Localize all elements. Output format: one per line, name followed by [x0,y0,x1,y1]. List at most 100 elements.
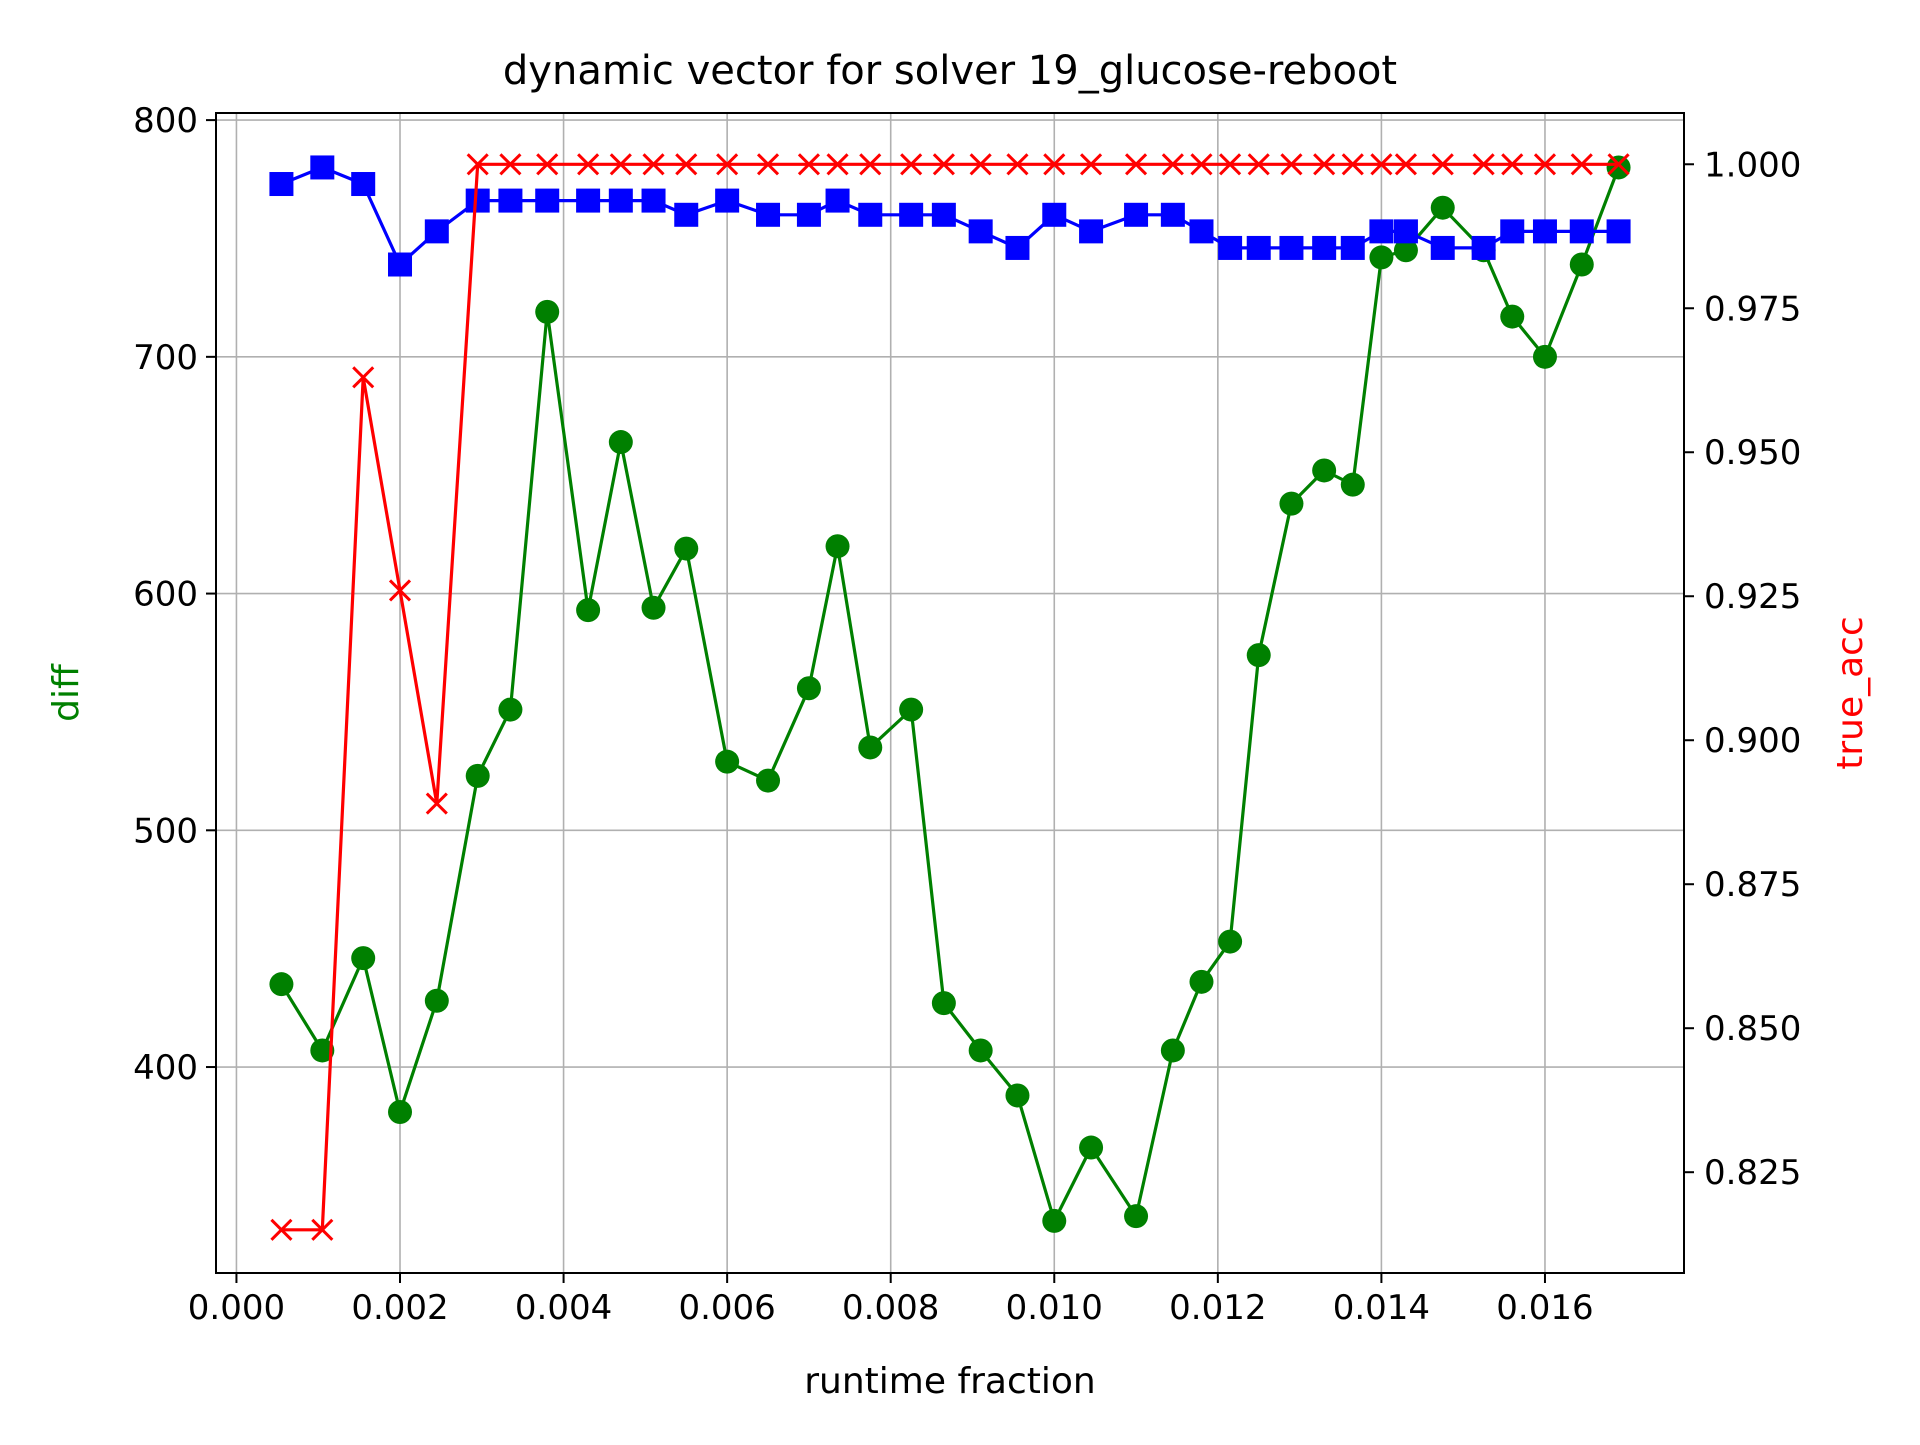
data-point [1533,153,1557,176]
data-point-stroke [1080,153,1103,176]
data-point [1079,1135,1104,1160]
data-point [498,188,523,213]
data-point-stroke [388,579,412,602]
plot-frame [215,112,1685,1274]
data-point [424,988,449,1013]
data-point-stroke [1161,153,1184,176]
data-point [899,202,924,227]
data-point [1606,219,1631,244]
data-point-stroke [466,153,489,176]
data-point [825,534,850,559]
data-point [311,1218,334,1241]
data-point [1190,153,1213,176]
y2-tick-label: 1.000 [1704,145,1801,185]
x-axis-label: runtime fraction [804,1361,1096,1402]
data-point [1247,153,1270,176]
data-point-stroke [859,153,882,176]
data-point-stroke [1190,153,1213,176]
data-point [756,202,781,227]
data-point-stroke [609,153,632,176]
data-point-stroke [499,153,522,176]
data-point [498,697,523,722]
data-point [1189,219,1214,244]
y2-tick-label: 0.900 [1704,721,1801,761]
data-point [1124,153,1148,176]
x-tick-label: 0.012 [1169,1288,1266,1328]
data-point [756,153,780,176]
data-point [466,153,489,176]
data-point [796,676,821,701]
data-point [351,172,376,197]
data-point [536,153,559,176]
data-point-stroke [969,153,992,176]
data-point [1500,219,1525,244]
data-point [1370,153,1393,176]
x-tick-label: 0.014 [1333,1288,1430,1328]
data-point-stroke [1006,153,1029,176]
y-tick-label: 600 [133,575,198,615]
data-point [1219,153,1242,176]
y2-tick-label: 0.825 [1704,1153,1801,1193]
data-point-stroke [1501,153,1524,176]
data-point [1043,153,1066,176]
data-point-stroke [352,366,375,389]
data-point-stroke [425,792,448,815]
data-point [424,219,449,244]
data-point [1500,304,1525,329]
y2-tick-label: 0.925 [1704,577,1801,617]
data-point [1369,219,1394,244]
data-point [351,946,376,971]
data-point [1532,219,1557,244]
data-point [716,153,739,176]
data-point [1189,969,1214,994]
data-point [1280,153,1303,176]
data-point [269,172,294,197]
data-point [1471,235,1496,260]
data-point [1340,472,1365,497]
data-point-stroke [1219,153,1242,176]
y-tick-label: 700 [133,338,198,378]
data-point [499,153,522,176]
data-point [1430,195,1455,220]
y2-tick-label: 0.975 [1704,289,1801,329]
data-point [352,366,375,389]
data-point-stroke [1124,153,1148,176]
data-point [1312,235,1337,260]
data-point [931,991,956,1016]
data-point-stroke [756,153,780,176]
data-point [1312,458,1337,483]
data-point [1340,235,1365,260]
data-point [535,299,560,324]
data-point [825,188,850,213]
data-point-stroke [536,153,559,176]
y-axis-label: diff [46,663,87,722]
data-point [270,1218,293,1241]
x-tick-label: 0.006 [678,1288,775,1328]
data-point [1570,153,1593,176]
data-point-stroke [1341,153,1364,176]
data-point [858,735,883,760]
data-point [641,188,666,213]
data-point [715,749,740,774]
x-tick-label: 0.010 [1006,1288,1103,1328]
data-point [641,595,666,620]
data-point-stroke [1394,153,1417,176]
data-point-stroke [1280,153,1303,176]
data-point [1279,491,1304,516]
data-point [899,697,924,722]
data-point [1042,1208,1067,1233]
x-tick-label: 0.016 [1496,1288,1593,1328]
data-point [1393,238,1418,263]
x-tick-label: 0.000 [188,1288,285,1328]
data-point [1313,153,1336,176]
data-point [576,598,601,623]
data-point [1246,643,1271,668]
data-point [577,153,600,176]
data-point [674,202,699,227]
data-point-stroke [270,1218,293,1241]
data-point [968,1038,993,1063]
data-point-stroke [1533,153,1557,176]
data-point [969,153,992,176]
data-point [900,153,923,176]
